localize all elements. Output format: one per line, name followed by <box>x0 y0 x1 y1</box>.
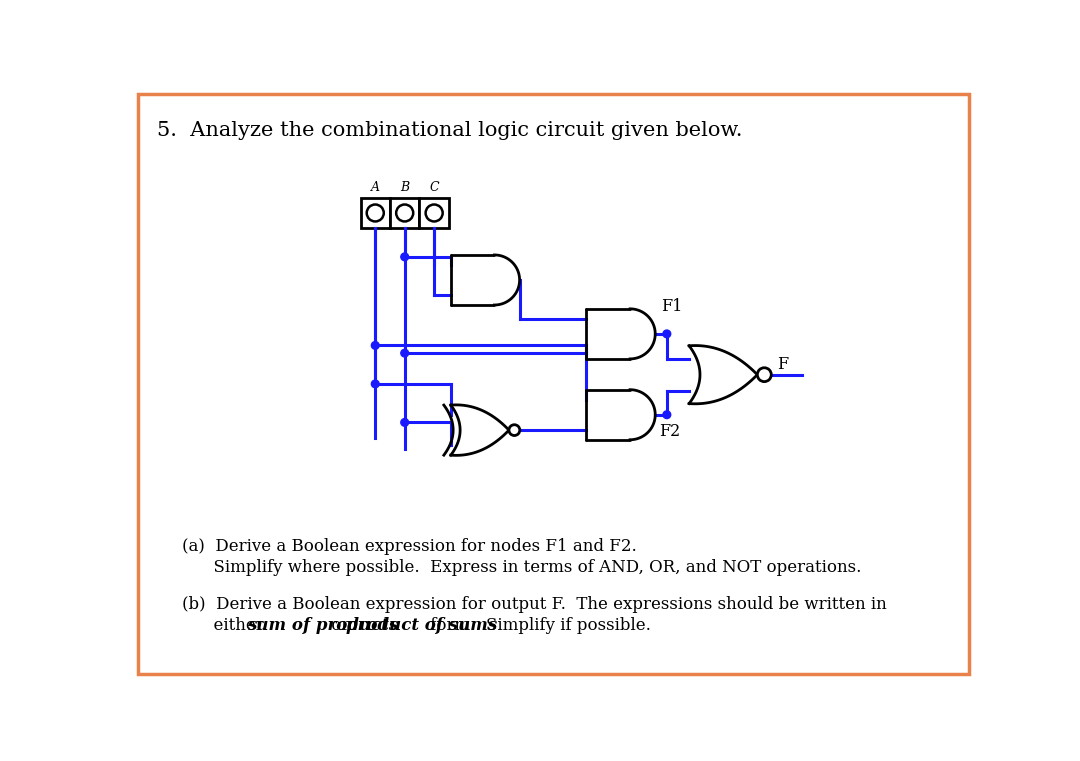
Circle shape <box>372 342 379 349</box>
Bar <box>419 198 449 228</box>
Text: C: C <box>430 180 438 194</box>
Text: F1: F1 <box>661 298 683 315</box>
Bar <box>390 198 419 228</box>
Text: or: or <box>326 617 354 634</box>
Circle shape <box>401 253 408 261</box>
Text: F: F <box>778 355 788 373</box>
Text: sum of products: sum of products <box>247 617 399 634</box>
Text: form.  Simplify if possible.: form. Simplify if possible. <box>426 617 651 634</box>
Circle shape <box>663 411 671 419</box>
Circle shape <box>757 368 771 381</box>
Circle shape <box>509 425 519 435</box>
Text: Simplify where possible.  Express in terms of AND, OR, and NOT operations.: Simplify where possible. Express in term… <box>181 559 861 577</box>
Text: 5.  Analyze the combinational logic circuit given below.: 5. Analyze the combinational logic circu… <box>157 120 742 139</box>
Circle shape <box>367 205 383 221</box>
Text: (b)  Derive a Boolean expression for output F.  The expressions should be writte: (b) Derive a Boolean expression for outp… <box>181 596 887 613</box>
Bar <box>361 198 390 228</box>
Circle shape <box>372 380 379 388</box>
Text: either: either <box>181 617 269 634</box>
Text: A: A <box>370 180 380 194</box>
Text: B: B <box>400 180 409 194</box>
Circle shape <box>663 330 671 338</box>
Circle shape <box>401 419 408 426</box>
Text: F2: F2 <box>659 423 680 441</box>
Text: (a)  Derive a Boolean expression for nodes F1 and F2.: (a) Derive a Boolean expression for node… <box>181 538 636 555</box>
Circle shape <box>396 205 414 221</box>
Circle shape <box>401 349 408 357</box>
Circle shape <box>426 205 443 221</box>
Text: product of sums: product of sums <box>347 617 498 634</box>
